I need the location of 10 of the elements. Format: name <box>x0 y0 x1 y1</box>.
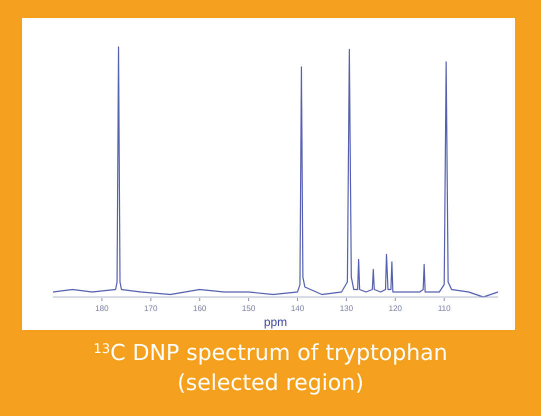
x-tick-label: 110 <box>438 304 452 313</box>
x-axis-title: ppm <box>264 315 288 329</box>
x-tick-label: 150 <box>242 304 256 313</box>
x-tick-label: 170 <box>144 304 158 313</box>
x-tick-label: 160 <box>193 304 207 313</box>
x-tick-label: 180 <box>95 304 110 313</box>
x-tick-label: 130 <box>340 304 354 313</box>
text: $^{13}$C DNP spectrum of tryptophan (selected region) <box>93 341 448 396</box>
x-tick-label: 120 <box>388 304 403 313</box>
x-tick-label: 140 <box>290 304 305 313</box>
